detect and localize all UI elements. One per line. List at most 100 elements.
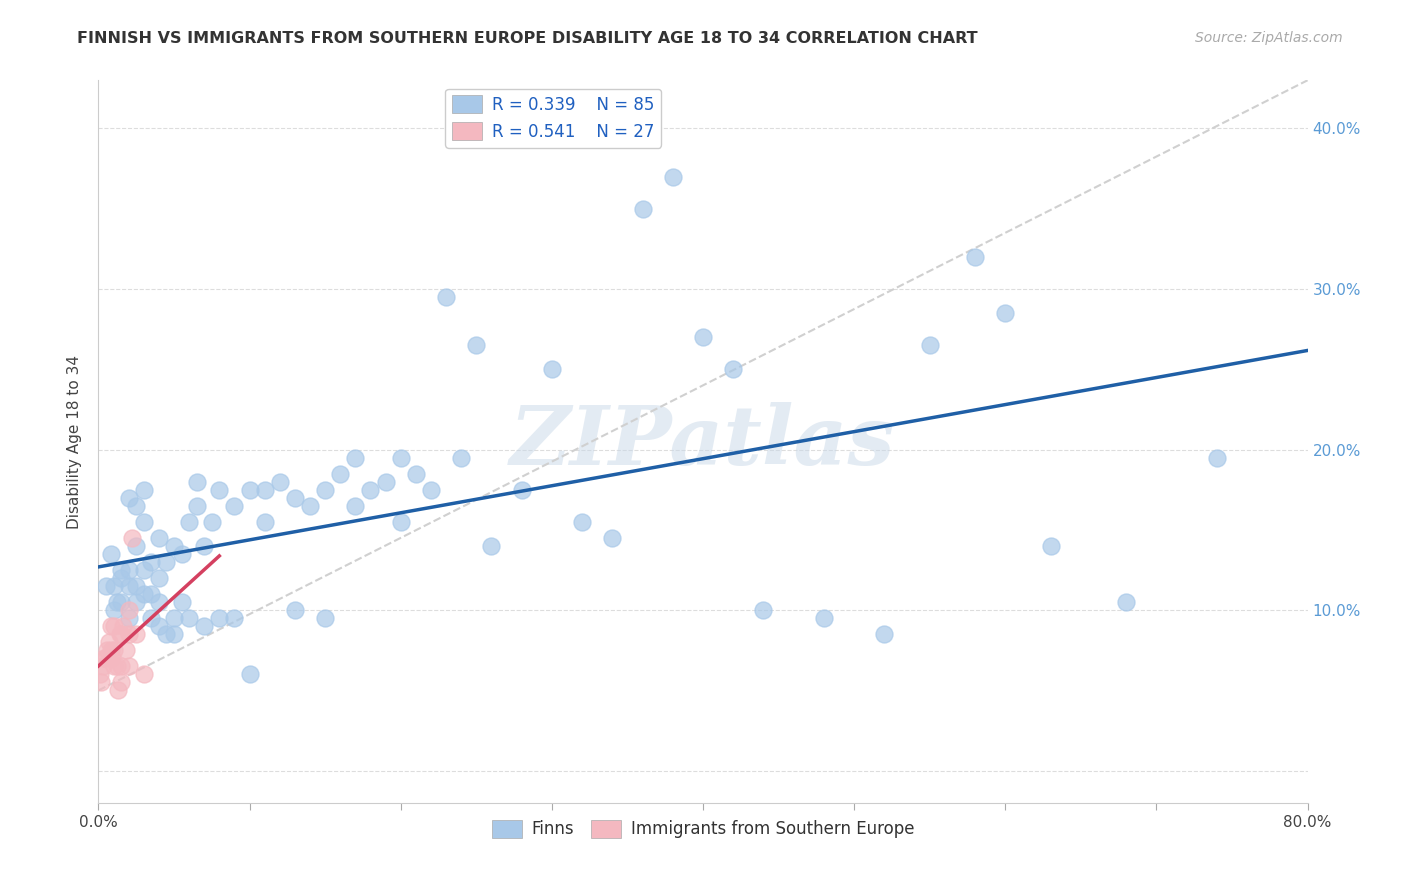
Point xyxy=(101,651,124,665)
Point xyxy=(631,202,654,216)
Point xyxy=(661,169,683,184)
Point xyxy=(239,667,262,681)
Point xyxy=(965,250,987,264)
Point xyxy=(103,603,125,617)
Point xyxy=(239,483,262,497)
Point xyxy=(179,611,201,625)
Point xyxy=(314,483,336,497)
Point xyxy=(201,515,224,529)
Point xyxy=(179,515,201,529)
Point xyxy=(155,627,177,641)
Point xyxy=(118,627,141,641)
Point xyxy=(121,531,143,545)
Point xyxy=(110,675,132,690)
Point xyxy=(103,643,125,657)
Point xyxy=(873,627,896,641)
Point xyxy=(114,643,136,657)
Point xyxy=(107,683,129,698)
Point xyxy=(132,563,155,577)
Point xyxy=(186,499,208,513)
Legend: Finns, Immigrants from Southern Europe: Finns, Immigrants from Southern Europe xyxy=(485,813,921,845)
Point xyxy=(103,579,125,593)
Point xyxy=(148,571,170,585)
Text: ZIPatlas: ZIPatlas xyxy=(510,401,896,482)
Point xyxy=(118,611,141,625)
Point xyxy=(208,611,231,625)
Point xyxy=(389,515,412,529)
Point xyxy=(118,659,141,673)
Point xyxy=(103,659,125,673)
Point xyxy=(344,499,367,513)
Point xyxy=(110,659,132,673)
Point xyxy=(284,603,307,617)
Point xyxy=(253,515,276,529)
Point xyxy=(163,539,186,553)
Point xyxy=(224,611,246,625)
Point xyxy=(170,595,193,609)
Point xyxy=(125,579,148,593)
Point xyxy=(224,499,246,513)
Point xyxy=(90,675,112,690)
Point xyxy=(299,499,322,513)
Point xyxy=(163,627,186,641)
Point xyxy=(89,667,111,681)
Point xyxy=(692,330,714,344)
Point xyxy=(186,475,208,489)
Point xyxy=(110,571,132,585)
Point xyxy=(163,611,186,625)
Point xyxy=(193,619,215,633)
Point xyxy=(1039,539,1062,553)
Point xyxy=(132,515,155,529)
Point xyxy=(148,595,170,609)
Point xyxy=(420,483,443,497)
Point xyxy=(110,627,132,641)
Point xyxy=(94,579,117,593)
Point xyxy=(148,531,170,545)
Point xyxy=(118,563,141,577)
Point xyxy=(148,619,170,633)
Point xyxy=(141,587,163,601)
Point xyxy=(125,595,148,609)
Point xyxy=(118,603,141,617)
Point xyxy=(132,667,155,681)
Point xyxy=(94,651,117,665)
Point xyxy=(269,475,291,489)
Y-axis label: Disability Age 18 to 34: Disability Age 18 to 34 xyxy=(66,354,82,529)
Point xyxy=(98,635,121,649)
Point xyxy=(105,659,128,673)
Point xyxy=(111,619,134,633)
Point xyxy=(103,619,125,633)
Point xyxy=(155,555,177,569)
Point xyxy=(253,483,276,497)
Point xyxy=(108,627,131,641)
Point xyxy=(723,362,745,376)
Point xyxy=(110,595,132,609)
Point xyxy=(1115,595,1137,609)
Point xyxy=(405,467,427,481)
Text: FINNISH VS IMMIGRANTS FROM SOUTHERN EUROPE DISABILITY AGE 18 TO 34 CORRELATION C: FINNISH VS IMMIGRANTS FROM SOUTHERN EURO… xyxy=(77,31,979,46)
Point xyxy=(100,547,122,561)
Point xyxy=(125,539,148,553)
Point xyxy=(329,467,352,481)
Point xyxy=(571,515,593,529)
Point xyxy=(434,290,457,304)
Point xyxy=(105,595,128,609)
Point xyxy=(141,555,163,569)
Point xyxy=(141,611,163,625)
Point xyxy=(125,627,148,641)
Point xyxy=(752,603,775,617)
Point xyxy=(374,475,396,489)
Point xyxy=(344,450,367,465)
Point xyxy=(132,483,155,497)
Point xyxy=(465,338,488,352)
Point xyxy=(284,491,307,505)
Point xyxy=(994,306,1017,320)
Point xyxy=(208,483,231,497)
Point xyxy=(100,619,122,633)
Point xyxy=(540,362,562,376)
Point xyxy=(360,483,382,497)
Point xyxy=(1206,450,1229,465)
Text: Source: ZipAtlas.com: Source: ZipAtlas.com xyxy=(1195,31,1343,45)
Point xyxy=(125,499,148,513)
Point xyxy=(110,563,132,577)
